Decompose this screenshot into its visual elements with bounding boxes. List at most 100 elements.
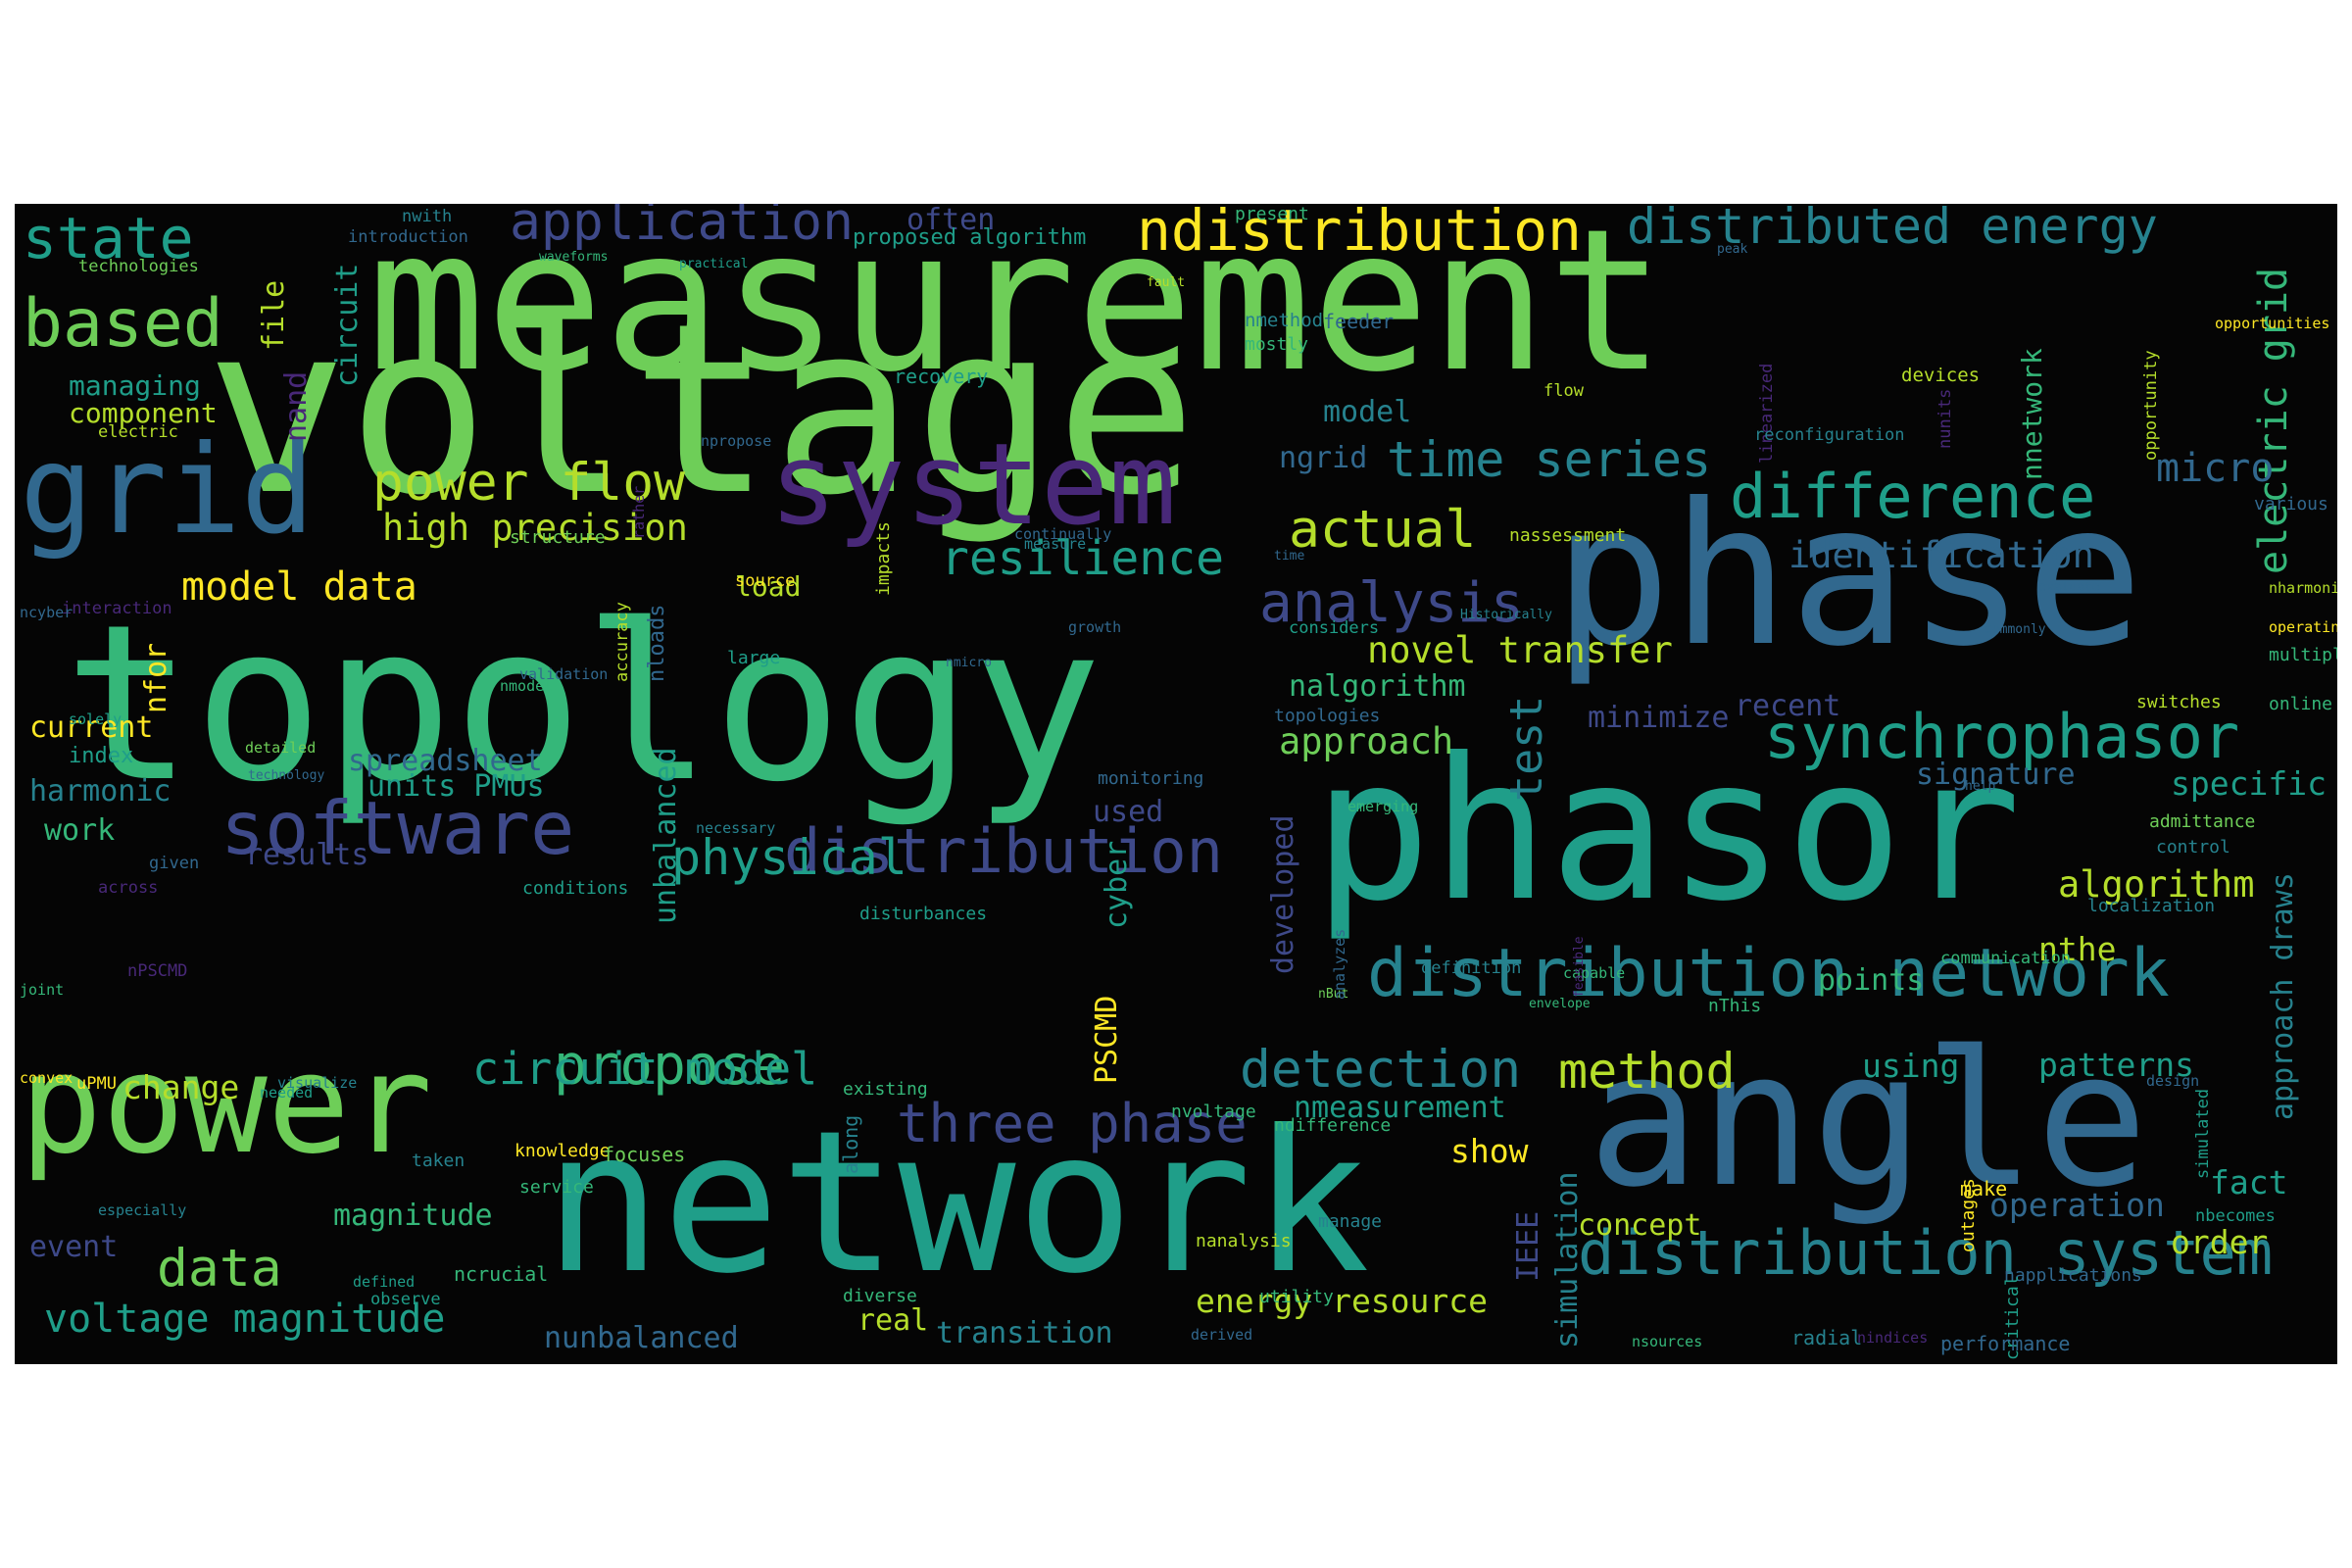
word-technologies: technologies	[78, 257, 199, 276]
word-unbalanced: unbalanced	[649, 747, 683, 924]
word-knowledge: knowledge	[514, 1141, 611, 1161]
word-file: file	[257, 279, 291, 351]
word-envelope: envelope	[1529, 997, 1591, 1011]
word-power-flow: power flow	[372, 453, 686, 513]
word-diverse: diverse	[843, 1286, 917, 1306]
word-test: test	[1500, 695, 1552, 802]
word-phasor: phasor	[1313, 716, 2022, 945]
word-model: model	[1323, 395, 1412, 429]
word-measurement: measurement	[368, 204, 1666, 416]
word-nmicro: nmicro	[946, 656, 992, 670]
word-nanalysis: nanalysis	[1196, 1231, 1292, 1251]
word-novel-transfer: novel transfer	[1367, 629, 1673, 671]
word-mostly: mostly	[1245, 334, 1309, 355]
word-cyber: cyber	[1100, 840, 1134, 929]
word-units-pmus: units PMUs	[368, 769, 545, 804]
word-linearized: linearized	[1757, 363, 1777, 464]
word-method: method	[1558, 1043, 1736, 1100]
word-based: based	[23, 285, 223, 363]
word-manage: manage	[1318, 1211, 1383, 1232]
word-using: using	[1862, 1047, 1960, 1085]
word-results: results	[245, 838, 369, 872]
word-simulated: simulated	[2193, 1088, 2213, 1179]
word-physical: physical	[671, 829, 907, 886]
word-ieee: IEEE	[1511, 1210, 1545, 1282]
word-analysis: analysis	[1259, 571, 1524, 635]
word-interaction: interaction	[62, 599, 172, 618]
word-given: given	[149, 854, 200, 873]
word-actual: actual	[1289, 500, 1477, 560]
word-detection: detection	[1240, 1040, 1522, 1100]
word-circuit: circuit	[330, 263, 365, 387]
word-various: various	[2254, 494, 2328, 514]
word-nharmonic: nharmonic	[2269, 579, 2337, 597]
word-distribution-system: distribution system	[1578, 1217, 2274, 1289]
word-model-data: model data	[181, 564, 417, 610]
word-energy-resource: energy resource	[1196, 1282, 1489, 1320]
word-distributed-energy: distributed energy	[1627, 204, 2158, 255]
word-ngrid: ngrid	[1279, 441, 1368, 475]
word-feasible: feasible	[1572, 936, 1587, 998]
word-three-phase: three phase	[897, 1093, 1248, 1154]
word-necessary: necessary	[696, 819, 776, 837]
word-time: time	[1274, 549, 1305, 564]
word-utility: utility	[1259, 1287, 1334, 1307]
word-along: along	[839, 1114, 862, 1174]
word-ndistribution: ndistribution	[1137, 204, 1582, 264]
word-current: current	[29, 710, 154, 745]
word-structure: structure	[510, 527, 606, 548]
word-fact: fact	[2210, 1163, 2288, 1201]
word-nindices: nindices	[1857, 1329, 1929, 1347]
word-emerging: emerging	[1348, 798, 1419, 815]
word-flow: flow	[1544, 381, 1584, 401]
word-phase: phase	[1553, 462, 2144, 690]
word-solely: solely	[69, 710, 122, 728]
word-nunbalanced: nunbalanced	[544, 1321, 739, 1355]
word-impacts: impacts	[873, 521, 894, 596]
word-minimize: minimize	[1588, 701, 1730, 735]
word-introduction: introduction	[348, 227, 468, 247]
word-application: application	[510, 204, 854, 252]
word-disturbances: disturbances	[859, 904, 988, 924]
word-simulation: simulation	[1550, 1171, 1585, 1348]
word-propose: propose	[554, 1034, 786, 1098]
word-event: event	[29, 1230, 119, 1264]
word-nsources: nsources	[1632, 1333, 1703, 1350]
word-electric-grid: electric grid	[2251, 267, 2296, 574]
word-source: source	[735, 571, 796, 591]
word-help: help	[1965, 779, 1996, 794]
word-technology: technology	[248, 768, 325, 783]
word-switches: switches	[2136, 692, 2222, 712]
word-taken: taken	[412, 1151, 466, 1171]
word-operating: operating	[2269, 618, 2337, 636]
word-topology: topology	[64, 578, 1102, 829]
word-service: service	[519, 1177, 594, 1198]
word-control: control	[2156, 837, 2230, 858]
word-time-series: time series	[1387, 431, 1712, 488]
word-validation: validation	[519, 665, 609, 683]
word-grid: grid	[20, 419, 316, 562]
word-power: power	[20, 1025, 433, 1185]
word-practical: practical	[679, 257, 749, 271]
word-nwith: nwith	[402, 207, 453, 226]
word-make: make	[1960, 1177, 2008, 1200]
word-monitoring: monitoring	[1098, 768, 1204, 789]
word-npropose: npropose	[701, 432, 772, 450]
word-specific: specific	[2171, 764, 2327, 803]
word-electric: electric	[98, 422, 178, 442]
word-used: used	[1093, 795, 1164, 829]
word-index: index	[69, 744, 134, 768]
word-points: points	[1818, 963, 1925, 998]
word-commonly: commonly	[1984, 622, 2046, 637]
word-definition: definition	[1421, 958, 1522, 978]
word-historically: Historically	[1460, 608, 1552, 622]
word-radial: radial	[1791, 1326, 1863, 1349]
word-order: order	[2171, 1223, 2269, 1261]
word-recovery: recovery	[894, 365, 989, 388]
word-evaluate: evaluate	[2038, 580, 2100, 595]
word-high-precision: high precision	[382, 507, 688, 549]
word-nthis: nThis	[1708, 996, 1762, 1016]
word-work: work	[44, 813, 116, 848]
word-real: real	[858, 1303, 929, 1338]
word-growth: growth	[1068, 618, 1122, 636]
